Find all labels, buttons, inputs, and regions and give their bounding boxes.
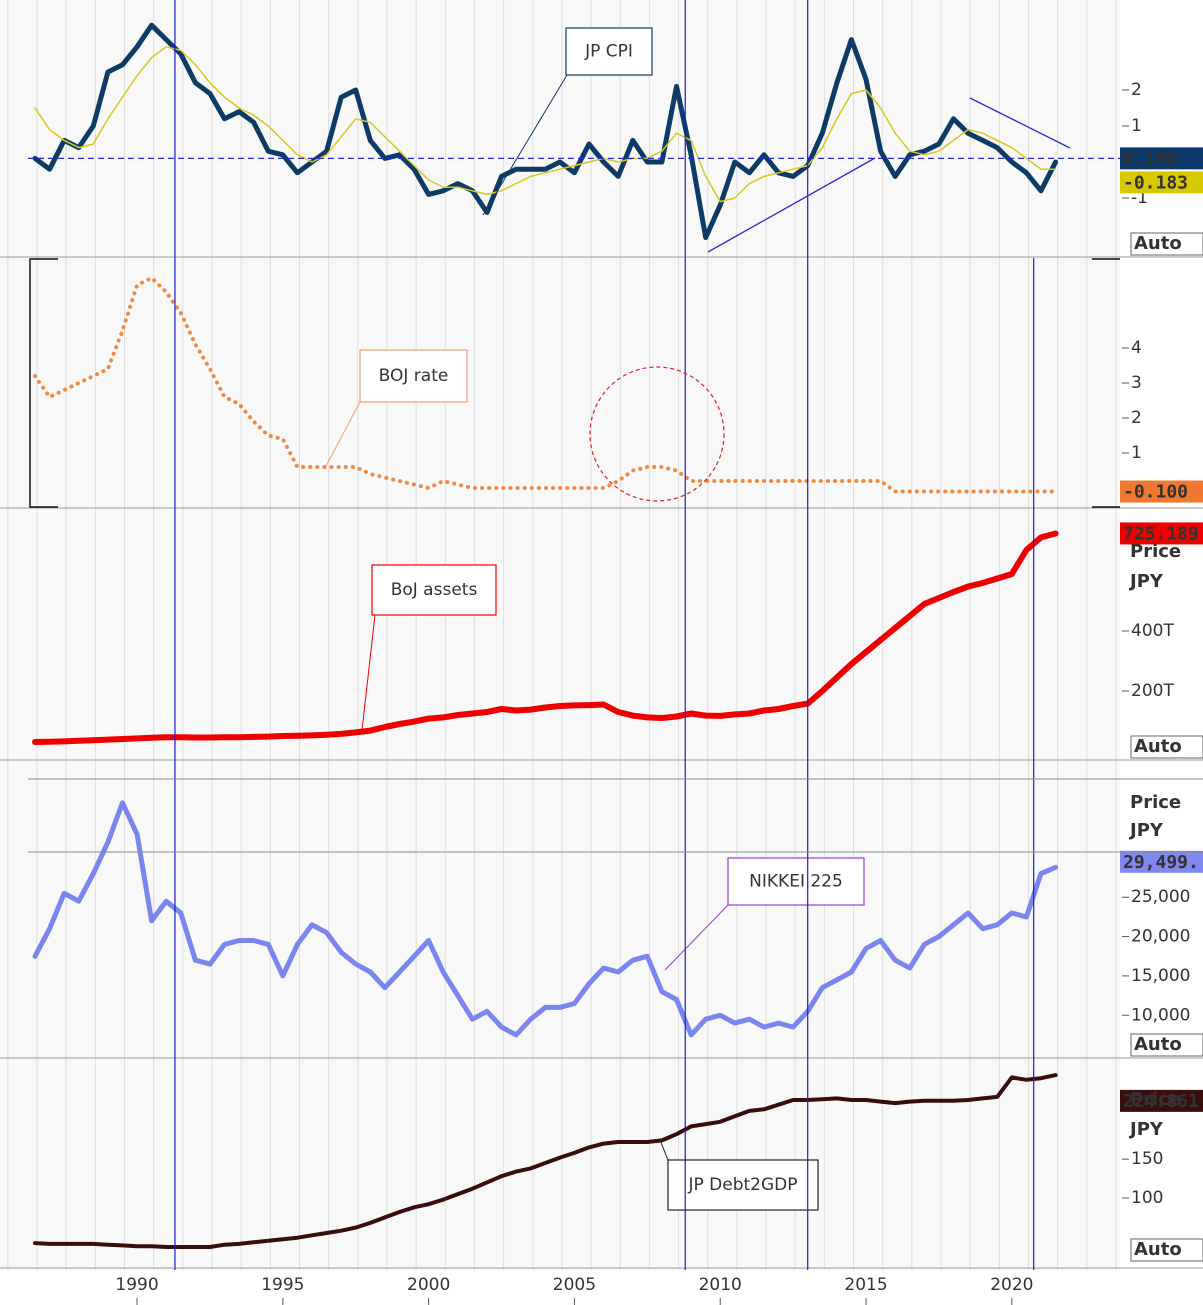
price-tag-label: -0.183 (1123, 172, 1188, 193)
auto-box (1130, 735, 1203, 759)
annotation-box (371, 564, 497, 616)
data-line (33, 276, 1058, 494)
auto-label: Auto (1134, 233, 1182, 254)
x-tick-label: 1995 (261, 1275, 304, 1295)
y-tick-label: 1 (1131, 116, 1142, 136)
y-tick-label: 2 (1131, 408, 1142, 428)
price-tag (1120, 522, 1203, 545)
series-group (32, 530, 1059, 745)
x-tick-label: 2015 (844, 1275, 887, 1295)
series-group (33, 276, 1058, 494)
price-tag-label: 29,499. (1123, 852, 1199, 873)
y-tick-label: 3 (1131, 373, 1142, 393)
unit-label: JPY (1128, 571, 1164, 592)
bracket (29, 258, 58, 508)
y-tick-label: 10,000 (1131, 1005, 1190, 1025)
minor-grid (0, 0, 1120, 1270)
auto-box (1130, 232, 1203, 256)
y-tick-label: 2 (1131, 80, 1142, 100)
unit-label: JPY (1128, 820, 1164, 841)
price-tag (1120, 1089, 1203, 1112)
annotation-box (667, 1159, 819, 1211)
y-tick-label: 200T (1131, 681, 1174, 701)
trend-line (707, 157, 876, 253)
annotation-connector (664, 904, 729, 971)
series-group (32, 800, 1059, 1038)
data-line (32, 22, 1059, 241)
series-group (33, 1073, 1058, 1249)
data-line (32, 800, 1059, 1038)
annotation-connector (482, 74, 568, 216)
annotation-label: JP Debt2GDP (687, 1175, 797, 1195)
auto-label: Auto (1134, 736, 1182, 757)
x-tick-label: 2005 (553, 1275, 596, 1295)
price-tag-label: -0.100 (1123, 482, 1188, 503)
annotation-label: JP CPI (584, 42, 633, 62)
annotation-box (727, 857, 865, 906)
price-tag (1120, 147, 1203, 170)
y-tick-label: 15,000 (1131, 966, 1190, 986)
price-tag-label: 0.100 (1123, 148, 1177, 169)
data-line (34, 46, 1057, 203)
y-tick-label: 400T (1131, 621, 1174, 641)
series-group (32, 22, 1059, 241)
y-tick-label: 1 (1131, 443, 1142, 463)
price-tag-label: 224.861 (1123, 1091, 1199, 1112)
highlight-circle (589, 366, 725, 502)
annotation-connector (361, 614, 376, 731)
x-tick-label: 1990 (115, 1275, 158, 1295)
data-line (33, 1073, 1058, 1249)
annotation-connector (324, 401, 361, 469)
auto-box (1130, 1238, 1203, 1262)
annotation-connector (659, 1139, 669, 1161)
price-tag (1120, 480, 1203, 503)
unit-label: Price (1130, 541, 1181, 562)
annotation-label: BOJ rate (379, 366, 449, 386)
x-tick-label: 2000 (407, 1275, 450, 1295)
price-tag-label: 725.189 (1123, 523, 1199, 544)
y-tick-label: 20,000 (1131, 927, 1190, 947)
price-tag (1120, 850, 1203, 873)
annotation-box (565, 27, 653, 76)
y-tick-label: 100 (1131, 1188, 1163, 1208)
auto-label: Auto (1134, 1239, 1182, 1260)
annotation-label: NIKKEI 225 (749, 872, 843, 892)
unit-label: Price (1130, 1089, 1181, 1110)
annotation-label: BoJ assets (391, 580, 478, 600)
x-tick-label: 2020 (990, 1275, 1033, 1295)
annotation-box (359, 349, 468, 403)
x-tick-label: 2010 (699, 1275, 742, 1295)
price-tag (1120, 171, 1203, 194)
auto-box (1130, 1033, 1203, 1057)
auto-label: Auto (1134, 1034, 1182, 1055)
unit-label: Price (1130, 792, 1181, 813)
unit-label: JPY (1128, 1119, 1164, 1140)
y-tick-label: 25,000 (1131, 887, 1190, 907)
y-tick-label: 150 (1131, 1149, 1163, 1169)
trend-line (969, 97, 1071, 149)
bracket (1092, 258, 1120, 508)
y-tick-label: 4 (1131, 338, 1142, 358)
data-line (32, 530, 1059, 745)
